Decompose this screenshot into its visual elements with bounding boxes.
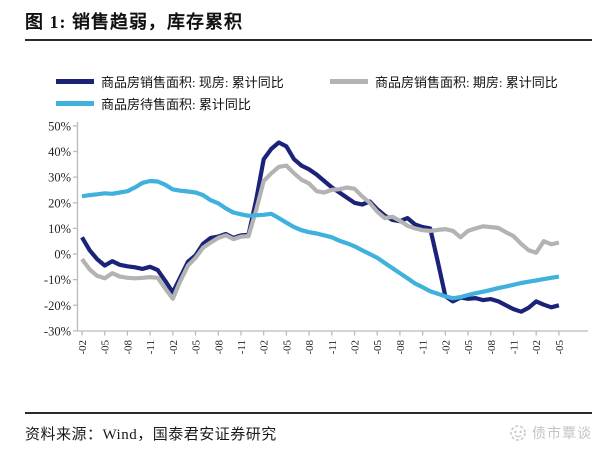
- x-tick-label: 2015-08: [213, 340, 225, 354]
- legend-row-2: 商品房待售面积: 累计同比: [56, 92, 586, 114]
- series-line-xianfang: [80, 140, 560, 314]
- x-tick-label: 2016-02: [259, 340, 271, 354]
- figure-title: 图 1: 销售趋弱，库存累积: [25, 12, 243, 32]
- y-tick-label: 50%: [48, 119, 71, 133]
- watermark-logo-icon: [510, 425, 526, 441]
- x-tick-label: 2014-08: [122, 340, 134, 354]
- legend-swatch-xianfang: [56, 78, 94, 84]
- x-tick-label: 2015-11: [236, 340, 248, 354]
- legend-label-xianfang: 商品房销售面积: 现房: 累计同比: [101, 74, 284, 90]
- x-tick-label: 2015-05: [191, 340, 203, 354]
- legend-row-1: 商品房销售面积: 现房: 累计同比 商品房销售面积: 期房: 累计同比: [56, 70, 586, 92]
- watermark-text: 债市覃谈: [532, 427, 592, 442]
- legend-label-qifang: 商品房销售面积: 期房: 累计同比: [375, 74, 558, 90]
- x-tick-label: 2017-08: [395, 340, 407, 354]
- x-tick-label: 2018-08: [486, 340, 498, 354]
- plot-svg: 50% 40% 30% 20% 10% 0% -10% -20% -30% 2014-02 2014…: [44, 119, 588, 377]
- x-tick-label: 2014-02: [77, 340, 89, 354]
- x-tick-label: 2015-02: [168, 340, 180, 354]
- legend: 商品房销售面积: 现房: 累计同比 商品房销售面积: 期房: 累计同比 商品房待…: [56, 70, 586, 114]
- y-tick-label: -10%: [44, 273, 71, 287]
- y-tick-label: -20%: [44, 299, 71, 313]
- x-tick-label: 2017-02: [350, 340, 362, 354]
- legend-label-daishou: 商品房待售面积: 累计同比: [101, 96, 251, 112]
- x-tick-label: 2018-05: [463, 340, 475, 354]
- x-tick-label: 2016-08: [304, 340, 316, 354]
- legend-item-daishou: 商品房待售面积: 累计同比: [56, 94, 251, 113]
- y-tick-label: -30%: [44, 324, 71, 338]
- x-tick-label: 2018-11: [508, 340, 520, 354]
- y-tick-label: 0%: [54, 248, 71, 262]
- y-tick-label: 10%: [48, 222, 71, 236]
- y-tick-label: 40%: [48, 145, 71, 159]
- x-tick-label: 2016-11: [327, 340, 339, 354]
- y-tick-label: 20%: [48, 196, 71, 210]
- legend-item-qifang: 商品房销售面积: 期房: 累计同比: [330, 72, 558, 91]
- x-tick-label: 2016-05: [281, 340, 293, 354]
- x-tick-label: 2019-02: [531, 340, 543, 354]
- y-tick-label: 30%: [48, 171, 71, 185]
- x-tick-label: 2017-05: [372, 340, 384, 354]
- series-line-daishou: [81, 178, 560, 301]
- legend-swatch-daishou: [56, 100, 94, 106]
- series-line-qifang: [80, 163, 560, 301]
- chart-area: 50% 40% 30% 20% 10% 0% -10% -20% -30% 2014-02 2014…: [0, 112, 600, 377]
- legend-item-xianfang: 商品房销售面积: 现房: 累计同比: [56, 72, 330, 91]
- source-text: 资料来源：Wind，国泰君安证券研究: [25, 426, 277, 443]
- legend-swatch-qifang: [330, 78, 368, 84]
- watermark: 债市覃谈: [509, 423, 592, 443]
- x-tick-label: 2014-05: [100, 340, 112, 354]
- title-rule: [25, 39, 592, 41]
- footer-rule: [25, 412, 592, 414]
- x-tick-label: 2017-11: [418, 340, 430, 354]
- x-tick-label: 2018-02: [440, 340, 452, 354]
- footer-row: 资料来源：Wind，国泰君安证券研究 债市覃谈: [25, 418, 592, 448]
- x-tick-label: 2014-11: [145, 340, 157, 354]
- x-tick-label: 2019-05: [554, 340, 566, 354]
